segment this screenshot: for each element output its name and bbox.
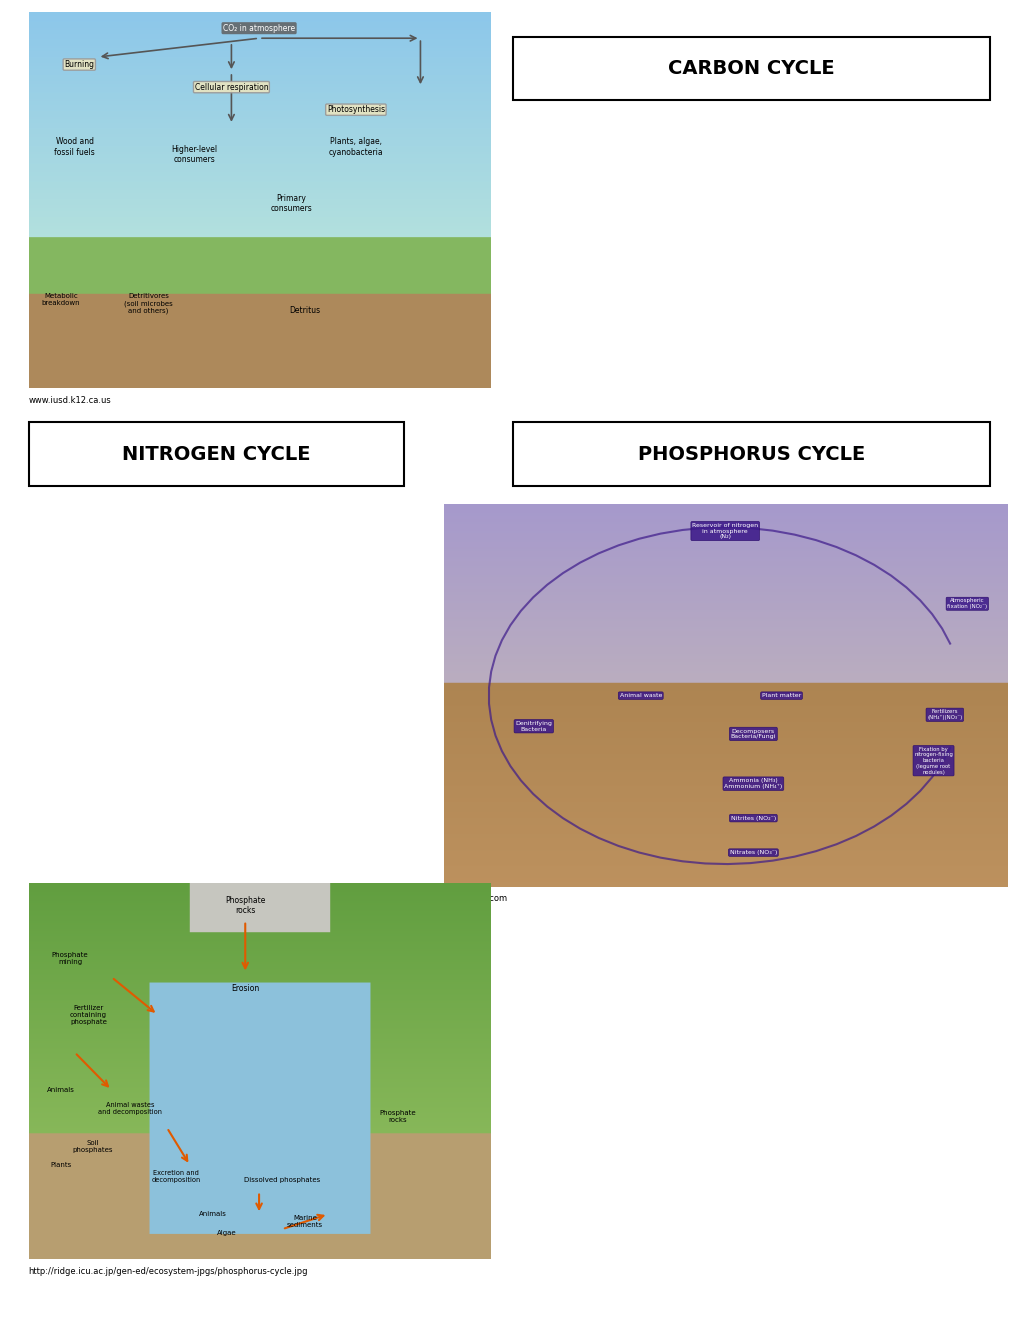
Text: Detritus: Detritus: [289, 306, 320, 315]
Text: Fertilizers
(NH₄⁺)(NO₃⁻): Fertilizers (NH₄⁺)(NO₃⁻): [926, 709, 962, 721]
Text: Animals: Animals: [47, 1086, 74, 1093]
Bar: [29, 422, 404, 486]
Text: Phosphate
mining: Phosphate mining: [52, 952, 89, 965]
Text: Atmospheric
fixation (NO₂⁻): Atmospheric fixation (NO₂⁻): [947, 598, 986, 609]
Text: Plant matter: Plant matter: [761, 693, 800, 698]
Text: Nitrates (NO₃⁻): Nitrates (NO₃⁻): [729, 850, 776, 855]
Text: www.h2ou.com: www.h2ou.com: [443, 894, 507, 903]
Text: Erosion: Erosion: [231, 983, 259, 993]
Text: www.iusd.k12.ca.us: www.iusd.k12.ca.us: [29, 396, 111, 405]
Text: Animal wastes
and decomposition: Animal wastes and decomposition: [98, 1102, 162, 1115]
Bar: [513, 37, 989, 100]
Text: Higher-level
consumers: Higher-level consumers: [171, 145, 217, 165]
Text: Animal waste: Animal waste: [619, 693, 661, 698]
Text: Phosphate
rocks: Phosphate rocks: [225, 896, 265, 915]
Text: Detritivores
(soil microbes
and others): Detritivores (soil microbes and others): [124, 293, 172, 314]
Text: Animals: Animals: [199, 1212, 226, 1217]
Text: Primary
consumers: Primary consumers: [270, 194, 312, 214]
Text: Dissolved phosphates: Dissolved phosphates: [244, 1177, 320, 1183]
Text: Soil
phosphates: Soil phosphates: [72, 1140, 113, 1152]
Text: Metabolic
breakdown: Metabolic breakdown: [42, 293, 81, 306]
Text: Phosphate
rocks: Phosphate rocks: [379, 1110, 416, 1123]
Text: Ammonia (NH₃)
Ammonium (NH₄⁺): Ammonia (NH₃) Ammonium (NH₄⁺): [723, 779, 782, 789]
Text: CARBON CYCLE: CARBON CYCLE: [667, 59, 835, 78]
Text: Nitrites (NO₂⁻): Nitrites (NO₂⁻): [730, 816, 775, 821]
Text: Reservoir of nitrogen
in atmosphere
(N₂): Reservoir of nitrogen in atmosphere (N₂): [692, 523, 757, 540]
Text: Photosynthesis: Photosynthesis: [326, 106, 384, 115]
Text: Burning: Burning: [64, 59, 94, 69]
Text: Algae: Algae: [217, 1230, 236, 1236]
Text: Fertilizer
containing
phosphate: Fertilizer containing phosphate: [70, 1005, 107, 1024]
Text: Plants: Plants: [50, 1162, 71, 1168]
Text: Cellular respiration: Cellular respiration: [195, 83, 268, 91]
Text: http://ridge.icu.ac.jp/gen-ed/ecosystem-jpgs/phosphorus-cycle.jpg: http://ridge.icu.ac.jp/gen-ed/ecosystem-…: [29, 1267, 308, 1276]
Bar: [513, 422, 989, 486]
Text: Marine
sediments: Marine sediments: [286, 1216, 323, 1228]
Text: Fixation by
nitrogen-fixing
bacteria
(legume root
nodules): Fixation by nitrogen-fixing bacteria (le…: [913, 747, 952, 775]
Text: Excretion and
decomposition: Excretion and decomposition: [151, 1170, 201, 1183]
Text: Denitrifying
Bacteria: Denitrifying Bacteria: [515, 721, 551, 731]
Text: Plants, algae,
cyanobacteria: Plants, algae, cyanobacteria: [328, 137, 383, 157]
Text: Wood and
fossil fuels: Wood and fossil fuels: [54, 137, 95, 157]
Text: CO₂ in atmosphere: CO₂ in atmosphere: [223, 24, 294, 33]
Text: PHOSPHORUS CYCLE: PHOSPHORUS CYCLE: [638, 445, 864, 463]
Text: Decomposers
Bacteria/Fungi: Decomposers Bacteria/Fungi: [730, 729, 775, 739]
Text: NITROGEN CYCLE: NITROGEN CYCLE: [122, 445, 310, 463]
